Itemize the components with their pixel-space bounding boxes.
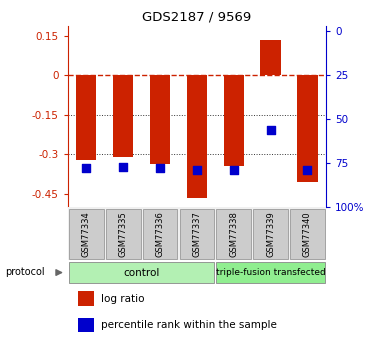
FancyBboxPatch shape	[290, 209, 325, 259]
Bar	[78, 318, 94, 333]
Point	[157, 166, 163, 171]
FancyBboxPatch shape	[180, 209, 214, 259]
FancyBboxPatch shape	[106, 209, 140, 259]
Point	[83, 166, 89, 171]
Text: GSM77337: GSM77337	[192, 211, 201, 257]
Text: GSM77338: GSM77338	[229, 211, 238, 257]
Text: triple-fusion transfected: triple-fusion transfected	[216, 268, 326, 277]
FancyBboxPatch shape	[69, 209, 104, 259]
FancyBboxPatch shape	[143, 209, 177, 259]
FancyBboxPatch shape	[253, 209, 288, 259]
Point	[120, 164, 126, 169]
Text: GSM77334: GSM77334	[82, 211, 91, 257]
Bar	[260, 40, 281, 75]
Bar	[187, 75, 207, 198]
Point	[194, 167, 200, 173]
FancyBboxPatch shape	[217, 209, 251, 259]
Bar	[113, 75, 133, 157]
Bar	[223, 75, 244, 166]
Text: log ratio: log ratio	[101, 294, 145, 304]
Title: GDS2187 / 9569: GDS2187 / 9569	[142, 10, 251, 23]
Point	[268, 127, 274, 132]
Point	[304, 167, 310, 173]
FancyBboxPatch shape	[69, 262, 214, 284]
Bar	[78, 292, 94, 306]
Bar	[76, 75, 97, 160]
Text: percentile rank within the sample: percentile rank within the sample	[101, 320, 277, 330]
Text: control: control	[123, 268, 160, 277]
Bar	[297, 75, 318, 182]
FancyBboxPatch shape	[217, 262, 325, 284]
Text: GSM77339: GSM77339	[266, 211, 275, 257]
Bar	[150, 75, 170, 164]
Text: GSM77336: GSM77336	[156, 211, 165, 257]
Text: GSM77335: GSM77335	[119, 211, 128, 257]
Text: GSM77340: GSM77340	[303, 211, 312, 257]
Text: protocol: protocol	[5, 267, 45, 277]
Point	[230, 167, 237, 173]
